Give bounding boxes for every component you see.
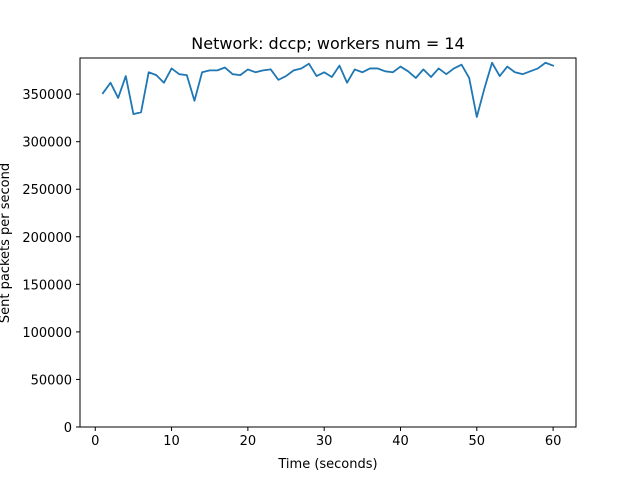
y-axis-label: Sent packets per second [0,163,13,323]
x-tick-label: 20 [240,434,257,449]
y-tick-label: 0 [64,421,72,436]
x-tick-label: 50 [469,434,486,449]
x-axis-ticks: 0 10 20 30 40 50 60 [91,427,561,449]
y-tick-label: 300000 [22,136,72,151]
y-axis-ticks: 0 50000 100000 150000 200000 250000 300000 3500… [22,88,80,436]
chart-title: Network: dccp; workers num = 14 [191,34,464,53]
y-tick-label: 100000 [22,326,72,341]
y-tick-label: 350000 [22,88,72,103]
y-tick-label: 250000 [22,183,72,198]
x-tick-label: 30 [316,434,333,449]
x-tick-label: 0 [91,434,99,449]
series-points [102,62,554,117]
y-tick-label: 50000 [31,373,72,388]
y-tick-label: 200000 [22,231,72,246]
y-tick-label: 150000 [22,278,72,293]
x-tick-label: 60 [545,434,562,449]
x-tick-label: 10 [163,434,180,449]
x-tick-label: 40 [392,434,409,449]
series-line [101,61,555,118]
plot-area: 0 10 20 30 40 50 60 0 50000 100000 150000 200000 25… [22,57,577,449]
axes-frame [79,57,577,428]
x-axis-label: Time (seconds) [277,457,377,472]
